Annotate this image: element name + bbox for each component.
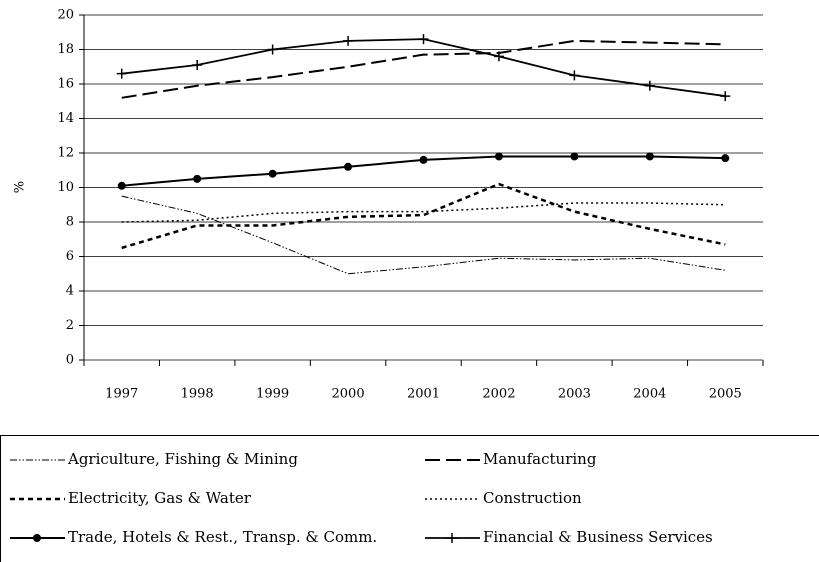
x-tick-label: 2005 [709,387,742,402]
y-tick-label: 12 [57,146,74,161]
x-tick-label: 1997 [105,387,138,402]
y-tick-label: 6 [66,249,74,264]
legend-item: Financial & Business Services [425,528,713,546]
series-line [121,182,726,250]
point [645,152,654,161]
point [192,60,203,71]
legend-item: Trade, Hotels & Rest., Transp. & Comm. [10,528,377,546]
y-tick-label: 16 [57,77,74,92]
y-tick-label: 18 [57,42,74,57]
y-tick-label: 0 [66,353,74,368]
legend-label: Construction [483,489,582,507]
legend-label: Financial & Business Services [483,528,713,546]
series-line [121,202,726,223]
point [447,533,457,543]
y-axis-label: % [13,181,28,193]
point [570,152,579,161]
legend-box [0,435,819,562]
y-tick-label: 4 [66,284,74,299]
point [720,91,731,102]
x-tick-label: 2003 [558,387,591,402]
legend-item: Manufacturing [425,450,597,468]
point [193,174,202,183]
point [493,51,504,62]
y-tick-label: 20 [57,8,74,23]
y-tick-label: 14 [57,111,74,126]
series-line [121,39,726,99]
x-tick-label: 2004 [633,387,666,402]
point [494,152,503,161]
legend-label: Trade, Hotels & Rest., Transp. & Comm. [68,528,377,546]
legend-item: Agriculture, Fishing & Mining [10,450,298,468]
point [116,68,127,79]
point [569,70,580,81]
point [267,44,278,55]
point [344,162,353,171]
y-tick-label: 8 [66,215,74,230]
point [418,34,429,45]
point [117,181,126,190]
series-line [121,38,726,97]
x-tick-label: 1999 [256,387,289,402]
legend-label: Electricity, Gas & Water [68,489,252,507]
x-tick-label: 1998 [181,387,214,402]
point [33,534,41,542]
x-tick-label: 2002 [482,387,515,402]
legend-item: Construction [425,489,582,507]
point [268,169,277,178]
x-tick-label: 2000 [332,387,365,402]
y-tick-label: 2 [66,318,74,333]
y-tick-label: 10 [57,180,74,195]
x-tick-label: 2001 [407,387,440,402]
point [343,35,354,46]
point [644,80,655,91]
series-line [121,195,726,275]
legend-label: Manufacturing [483,450,597,468]
point [419,155,428,164]
point [721,154,730,163]
legend-label: Agriculture, Fishing & Mining [67,450,298,468]
legend-item: Electricity, Gas & Water [10,489,252,507]
